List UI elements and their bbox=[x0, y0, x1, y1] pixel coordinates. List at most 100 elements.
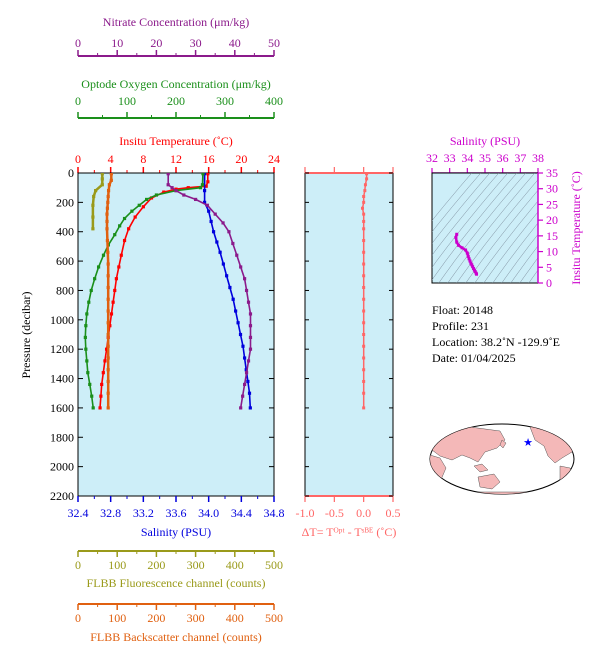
nitrate-axis-label: Nitrate Concentration (μm/kg) bbox=[103, 15, 249, 29]
temperature-data-point bbox=[101, 371, 105, 375]
backscatter-axis-label: FLBB Backscatter channel (counts) bbox=[90, 630, 262, 644]
ts-plot-area bbox=[431, 172, 539, 284]
backscatter-tick-label: 0 bbox=[75, 611, 81, 625]
pressure-tick-label: 400 bbox=[56, 225, 74, 239]
ts-temperature-tick-label: 35 bbox=[546, 166, 558, 180]
delta-t-data-point bbox=[363, 183, 367, 187]
salinity-data-point bbox=[244, 368, 248, 372]
temperature-tick-label: 12 bbox=[170, 152, 182, 166]
backscatter-data-point bbox=[106, 194, 110, 199]
ts-data-point bbox=[455, 240, 459, 244]
salinity-data-point bbox=[234, 309, 238, 313]
ts-density-contour bbox=[483, 211, 538, 283]
nitrate-data-point bbox=[239, 265, 243, 269]
backscatter-tick-label: 400 bbox=[226, 611, 244, 625]
oxygen-data-point bbox=[198, 186, 203, 190]
delta-t-data-point bbox=[360, 206, 364, 210]
delta-t-tick-label: -0.5 bbox=[325, 506, 344, 520]
ts-data-point bbox=[460, 246, 464, 250]
ts-data-point bbox=[467, 257, 471, 261]
backscatter-data-point bbox=[106, 262, 110, 266]
temperature-data-point bbox=[104, 347, 109, 351]
salinity-tick-label: 32.4 bbox=[68, 506, 89, 520]
backscatter-data-point bbox=[109, 173, 113, 176]
delta-t-data-point bbox=[362, 368, 366, 372]
oxygen-data-point bbox=[118, 224, 122, 228]
backscatter-data-point bbox=[106, 332, 110, 337]
backscatter-axis: 0 100 200 300 400 500 FLBB Backscatter channe… bbox=[75, 603, 283, 644]
delta-t-data-point bbox=[362, 227, 366, 231]
ts-temperature-axis-label: Insitu Temperature (˚C) bbox=[569, 171, 583, 285]
nitrate-tick-label: 50 bbox=[268, 36, 280, 50]
fluorescence-data-point bbox=[91, 203, 95, 207]
nitrate-data-point bbox=[205, 203, 209, 207]
backscatter-data-point bbox=[106, 344, 110, 348]
oxygen-data-point bbox=[200, 183, 205, 187]
ts-salinity-tick-label: 34 bbox=[461, 151, 473, 165]
temperature-data-point bbox=[113, 288, 117, 293]
nitrate-data-point bbox=[248, 312, 253, 316]
ts-data-point bbox=[469, 261, 473, 265]
backscatter-data-point bbox=[105, 219, 109, 224]
delta-t-data-point bbox=[362, 333, 366, 336]
salinity-data-point bbox=[231, 297, 235, 301]
delta-t-data-point bbox=[362, 391, 366, 395]
nitrate-data-point bbox=[243, 382, 247, 387]
oxygen-data-point bbox=[83, 335, 87, 340]
nitrate-data-point bbox=[244, 371, 249, 375]
ts-temperature-tick-label: 30 bbox=[546, 182, 558, 196]
oxygen-data-point bbox=[87, 300, 91, 304]
backscatter-data-point bbox=[106, 297, 110, 301]
oxygen-profile-line bbox=[84, 173, 204, 409]
backscatter-data-point bbox=[106, 274, 110, 278]
ts-data-point bbox=[466, 254, 470, 258]
temperature-tick-label: 0 bbox=[75, 152, 81, 166]
oxygen-data-point bbox=[88, 382, 92, 387]
ts-salinity-tick-label: 32 bbox=[426, 151, 438, 165]
land-antarctica bbox=[439, 491, 571, 494]
nitrate-data-point bbox=[248, 335, 253, 340]
delta-t-data-point bbox=[362, 194, 366, 198]
backscatter-data-point bbox=[105, 238, 109, 243]
fluorescence-data-point bbox=[94, 189, 98, 193]
temperature-data-point bbox=[117, 265, 121, 269]
fluorescence-tick-label: 300 bbox=[187, 558, 205, 572]
temperature-data-point bbox=[103, 359, 107, 363]
land-indonesia bbox=[473, 463, 489, 473]
temperature-data-point bbox=[108, 324, 112, 328]
ts-density-contour bbox=[558, 143, 609, 293]
ts-density-contour bbox=[510, 245, 538, 283]
delta-t-axis-label: ΔT= Tᴼᵖᵗ - Tˢᴮᴱ (˚C) bbox=[302, 525, 397, 539]
ts-temperature-tick-label: 20 bbox=[546, 213, 558, 227]
temperature-tick-label: 24 bbox=[268, 152, 280, 166]
oxygen-axis-label: Optode Oxygen Concentration (μm/kg) bbox=[81, 77, 270, 91]
nitrate-data-point bbox=[241, 394, 245, 398]
fluorescence-data-point bbox=[91, 215, 95, 219]
location: Location: 38.2˚N -129.9˚E bbox=[432, 335, 560, 349]
delta-t-data-point bbox=[365, 177, 369, 181]
nitrate-data-point bbox=[166, 183, 170, 187]
oxygen-data-point bbox=[86, 371, 90, 375]
oxygen-tick-label: 0 bbox=[75, 94, 81, 108]
oxygen-tick-label: 100 bbox=[118, 94, 136, 108]
oxygen-data-point bbox=[96, 265, 101, 269]
ts-data-point bbox=[464, 248, 468, 252]
ts-density-contour bbox=[465, 189, 538, 283]
oxygen-data-point bbox=[84, 347, 88, 351]
salinity-data-point bbox=[248, 406, 252, 410]
temperature-data-point bbox=[111, 300, 115, 304]
delta-t-data-point bbox=[362, 250, 366, 254]
ts-temperature-tick-label: 10 bbox=[546, 245, 558, 259]
backscatter-data-point bbox=[109, 178, 113, 182]
nitrate-data-point bbox=[182, 193, 186, 197]
backscatter-data-point bbox=[106, 406, 110, 410]
ts-salinity-axis-label: Salinity (PSU) bbox=[450, 134, 520, 148]
fluorescence-tick-label: 200 bbox=[147, 558, 165, 572]
nitrate-data-point bbox=[246, 359, 251, 363]
nitrate-tick-label: 0 bbox=[75, 36, 81, 50]
temperature-tick-label: 8 bbox=[140, 152, 146, 166]
temperature-tick-label: 20 bbox=[235, 152, 247, 166]
ts-temperature-tick-label: 25 bbox=[546, 197, 558, 211]
nitrate-data-point bbox=[166, 173, 170, 176]
